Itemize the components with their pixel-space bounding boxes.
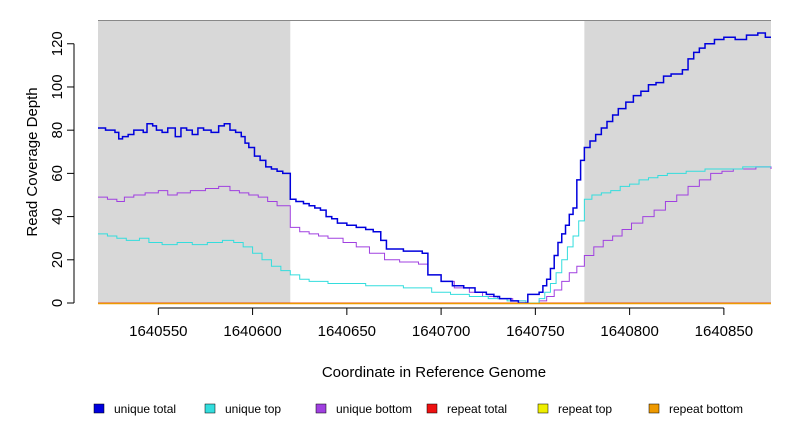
x-axis: 1640550 1640600 1640650 1640700 1640750 16408… bbox=[98, 302, 771, 340]
legend-label: repeat total bbox=[447, 402, 507, 416]
y-axis: 0 20 40 60 80 100 120 bbox=[49, 31, 75, 307]
legend-swatch bbox=[648, 403, 660, 414]
legend-swatch bbox=[315, 403, 327, 414]
y-tick-label: 100 bbox=[49, 74, 66, 99]
legend-label: repeat top bbox=[558, 402, 612, 416]
x-tick-label: 1640750 bbox=[506, 323, 564, 340]
legend: unique total unique top unique bottom repea… bbox=[93, 402, 743, 416]
x-axis-title: Coordinate in Reference Genome bbox=[322, 364, 546, 381]
legend-label: unique bottom bbox=[336, 402, 412, 416]
shaded-region-1 bbox=[98, 20, 291, 303]
y-tick-label: 80 bbox=[49, 122, 66, 139]
legend-label: unique total bbox=[114, 402, 176, 416]
legend-item-repeat-bottom: repeat bottom bbox=[648, 402, 743, 416]
shaded-region-2 bbox=[584, 20, 771, 303]
legend-item-unique-total: unique total bbox=[93, 402, 176, 416]
legend-swatch bbox=[537, 403, 549, 414]
y-tick-label: 60 bbox=[49, 165, 66, 182]
legend-swatch bbox=[93, 403, 105, 414]
legend-item-unique-bottom: unique bottom bbox=[315, 402, 412, 416]
x-tick-label: 1640650 bbox=[318, 323, 376, 340]
legend-swatch bbox=[426, 403, 438, 414]
x-tick-label: 1640800 bbox=[600, 323, 658, 340]
y-tick-label: 40 bbox=[49, 208, 66, 225]
legend-item-repeat-top: repeat top bbox=[537, 402, 612, 416]
legend-item-unique-top: unique top bbox=[204, 402, 281, 416]
legend-swatch bbox=[204, 403, 216, 414]
x-tick-label: 1640850 bbox=[695, 323, 753, 340]
legend-label: unique top bbox=[225, 402, 281, 416]
legend-label: repeat bottom bbox=[669, 402, 743, 416]
shaded-regions bbox=[98, 20, 771, 303]
legend-item-repeat-total: repeat total bbox=[426, 402, 507, 416]
y-tick-label: 120 bbox=[49, 31, 66, 56]
y-axis-title: Read Coverage Depth bbox=[24, 87, 41, 236]
y-tick-label: 20 bbox=[49, 251, 66, 268]
y-tick-label: 0 bbox=[49, 299, 66, 307]
x-tick-label: 1640550 bbox=[129, 323, 187, 340]
x-tick-label: 1640600 bbox=[223, 323, 281, 340]
x-tick-label: 1640700 bbox=[412, 323, 470, 340]
series-unique-total bbox=[98, 32, 771, 304]
series-unique-top bbox=[98, 166, 771, 304]
